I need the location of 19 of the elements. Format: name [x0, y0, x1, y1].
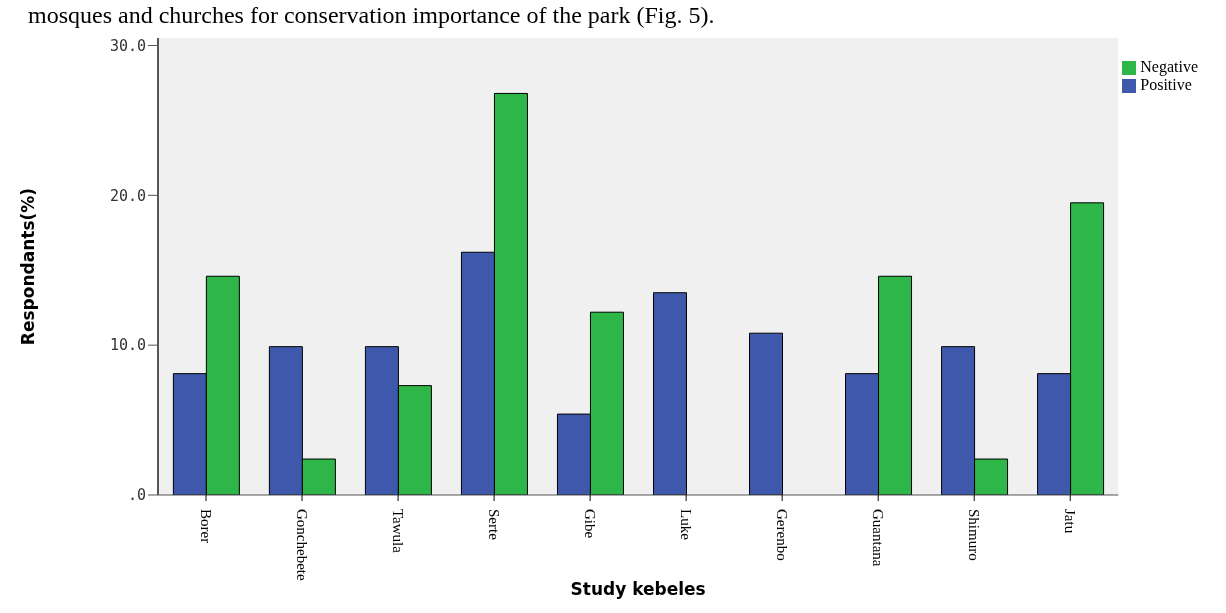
- x-tick-label: Jatu: [1062, 509, 1079, 534]
- legend-label: Positive: [1140, 76, 1192, 93]
- x-tick-label: Tawula: [390, 509, 407, 554]
- text: mosques and churches for conservation importance of the park (Fig. 5).: [28, 2, 715, 29]
- y-tick-label: 10.0: [109, 336, 146, 355]
- x-axis-title: Study kebeles: [570, 579, 706, 599]
- y-tick-label: .0: [127, 486, 146, 505]
- y-axis-title: Respondants(%): [18, 187, 39, 346]
- y-tick-label: 30.0: [109, 36, 146, 55]
- y-tick-label: 20.0: [109, 186, 146, 205]
- x-tick-label: Gonchebete: [294, 509, 311, 581]
- x-tick-label: Borer: [198, 509, 215, 544]
- legend-label: Negative: [1140, 58, 1198, 75]
- x-tick-label: Luke: [678, 509, 695, 541]
- x-tick-label: Guantana: [870, 509, 887, 567]
- x-tick-label: Serte: [486, 509, 503, 541]
- x-tick-label: Gibe: [582, 509, 599, 539]
- x-tick-label: Shimuro: [966, 509, 983, 561]
- x-tick-label: Gerenbo: [774, 509, 791, 561]
